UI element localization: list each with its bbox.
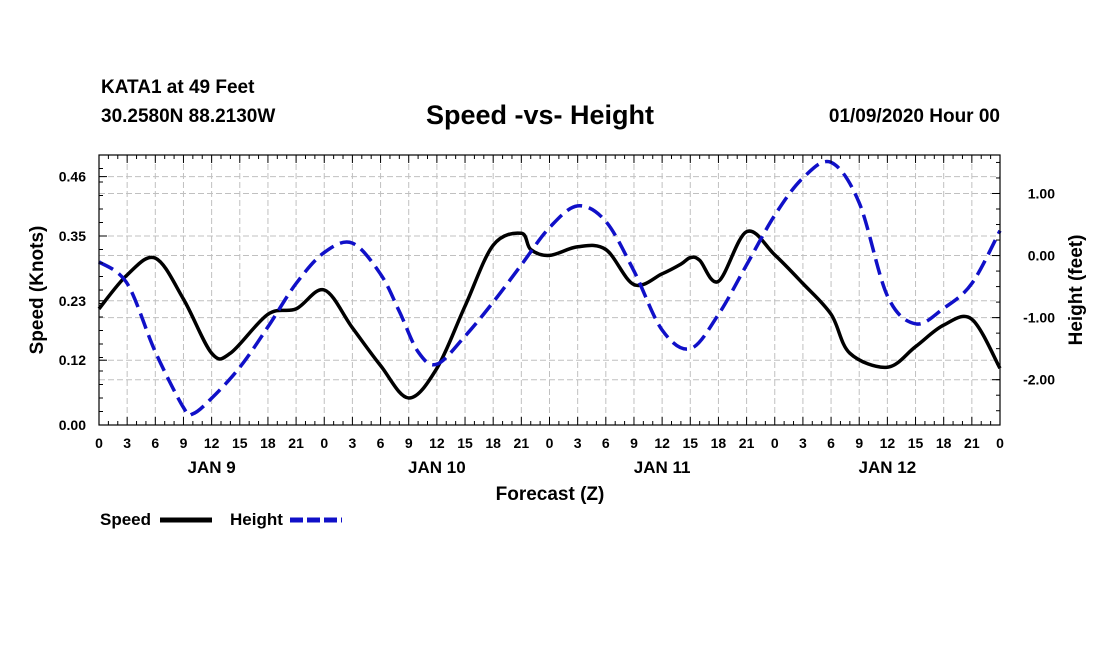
day-label: JAN 10 <box>408 458 466 477</box>
height-series-line <box>97 159 1002 418</box>
tick-labels: 0 3 6 9 12 15 18 21 0 3 6 9 12 15 18 21 0 3 6 9 12 15 18 21 0 3 6 9… <box>59 169 1055 477</box>
x-tick-label: 21 <box>739 435 755 451</box>
day-label: JAN 12 <box>859 458 917 477</box>
y-tick-label: 0.35 <box>59 228 86 244</box>
x-tick-label: 9 <box>180 435 188 451</box>
y2-tick-label: 0.00 <box>1028 248 1055 264</box>
x-axis-label: Forecast (Z) <box>496 484 605 505</box>
y-axis-label: Speed (Knots) <box>27 226 48 355</box>
x-tick-label: 6 <box>377 435 385 451</box>
y-tick-label: 0.12 <box>59 352 86 368</box>
y2-axis-label: Height (feet) <box>1066 235 1087 346</box>
x-tick-label: 15 <box>457 435 473 451</box>
x-tick-label: 9 <box>630 435 638 451</box>
day-label: JAN 9 <box>188 458 236 477</box>
legend-speed-label: Speed <box>100 510 151 529</box>
x-tick-label: 18 <box>711 435 727 451</box>
coords-label: 30.2580N 88.2130W <box>101 106 276 127</box>
ticks <box>98 154 1001 426</box>
x-tick-label: 15 <box>908 435 924 451</box>
chart-title: Speed -vs- Height <box>426 100 655 130</box>
y2-tick-label: -2.00 <box>1023 372 1055 388</box>
y-tick-label: 0.46 <box>59 169 86 185</box>
x-tick-label: 3 <box>574 435 582 451</box>
day-label: JAN 11 <box>634 458 691 477</box>
x-tick-label: 15 <box>232 435 248 451</box>
x-tick-label: 6 <box>827 435 835 451</box>
grid <box>98 155 1001 426</box>
x-tick-label: 0 <box>546 435 554 451</box>
x-tick-label: 0 <box>320 435 328 451</box>
station-label: KATA1 at 49 Feet <box>101 77 255 98</box>
x-tick-label: 6 <box>602 435 610 451</box>
x-tick-label: 12 <box>429 435 445 451</box>
x-tick-label: 9 <box>855 435 863 451</box>
legend: Speed Height <box>100 510 342 529</box>
x-tick-label: 21 <box>964 435 980 451</box>
x-tick-label: 9 <box>405 435 413 451</box>
x-tick-label: 6 <box>151 435 159 451</box>
x-tick-label: 3 <box>799 435 807 451</box>
y-tick-label: 0.23 <box>59 293 86 309</box>
datetime-label: 01/09/2020 Hour 00 <box>828 106 1000 127</box>
x-tick-label: 15 <box>682 435 698 451</box>
x-tick-label: 12 <box>880 435 896 451</box>
x-tick-label: 21 <box>288 435 304 451</box>
x-tick-label: 0 <box>771 435 779 451</box>
series-layer <box>97 159 1002 418</box>
x-tick-label: 0 <box>95 435 103 451</box>
x-tick-label: 12 <box>654 435 670 451</box>
x-tick-label: 12 <box>204 435 220 451</box>
y2-tick-label: -1.00 <box>1023 310 1055 326</box>
speed-series-line <box>97 229 1002 400</box>
x-tick-label: 18 <box>936 435 952 451</box>
x-tick-label: 3 <box>349 435 357 451</box>
x-tick-label: 21 <box>514 435 530 451</box>
x-tick-label: 18 <box>485 435 501 451</box>
x-tick-label: 3 <box>123 435 131 451</box>
y-tick-label: 0.00 <box>59 417 86 433</box>
x-tick-label: 18 <box>260 435 276 451</box>
x-tick-label: 0 <box>996 435 1004 451</box>
y2-tick-label: 1.00 <box>1028 185 1055 201</box>
legend-height-label: Height <box>230 510 283 529</box>
